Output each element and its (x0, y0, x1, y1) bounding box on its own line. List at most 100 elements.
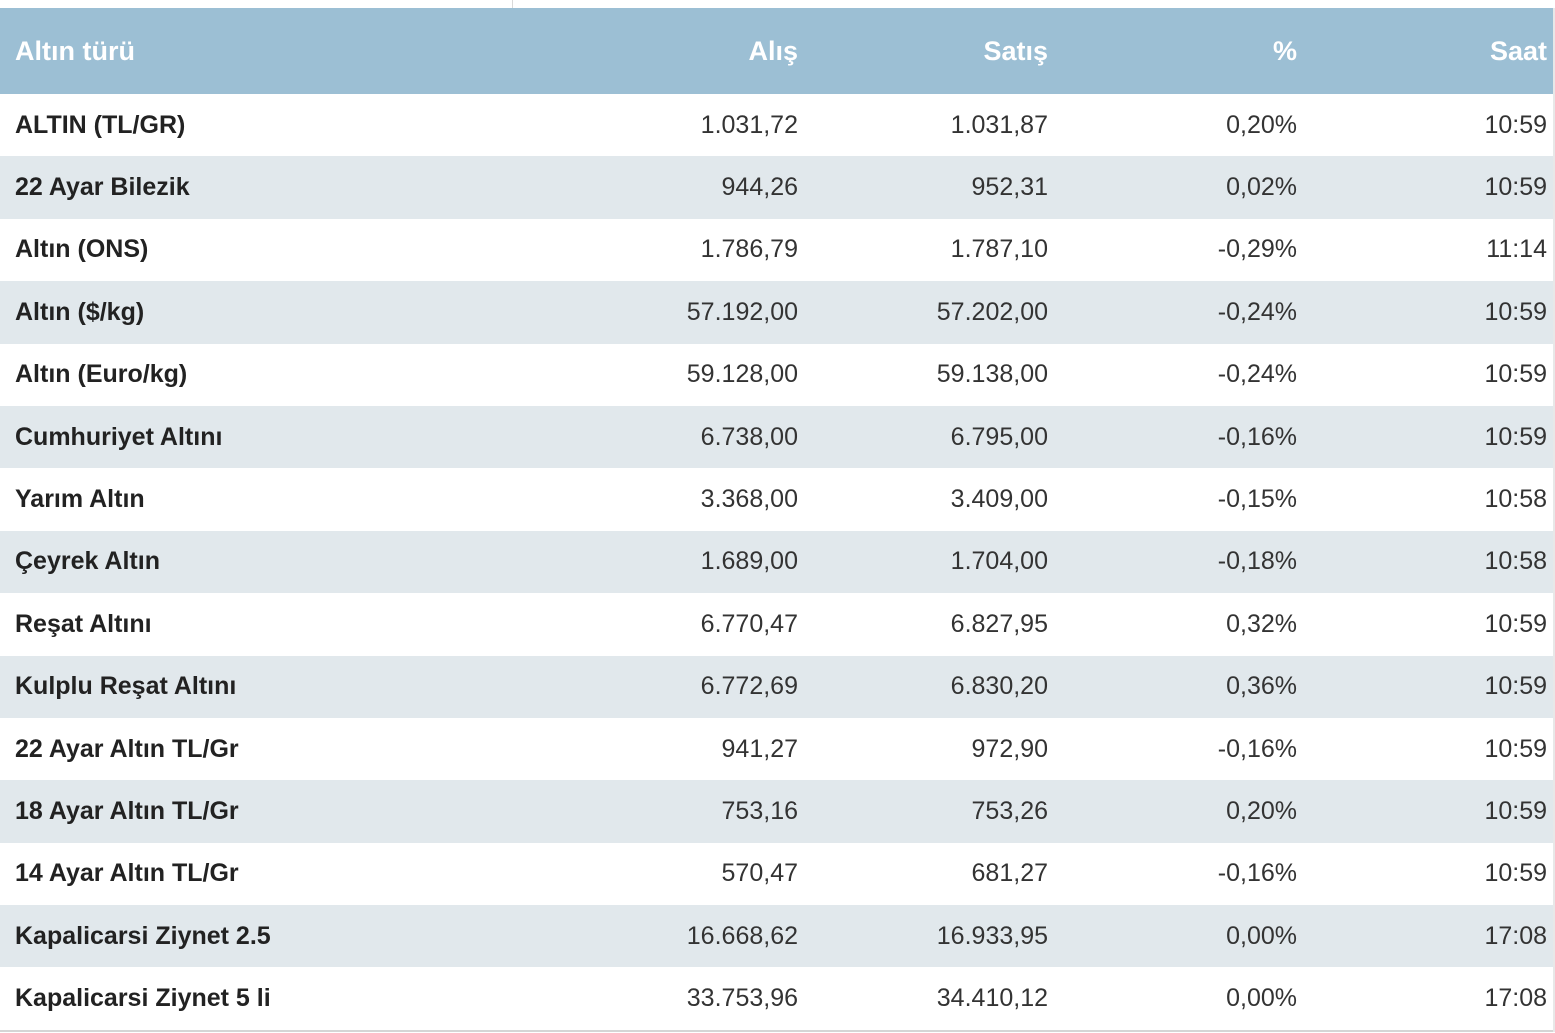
gold-type-cell: Kapalicarsi Ziynet 2.5 (15, 921, 271, 950)
gold-type-cell: Reşat Altını (15, 609, 152, 638)
time-cell: 17:08 (1484, 984, 1547, 1013)
top-divider (512, 0, 513, 8)
sell-price-cell: 1.704,00 (950, 547, 1048, 576)
gold-type-cell: Altın (ONS) (15, 235, 149, 264)
sell-price-cell: 59.138,00 (936, 360, 1048, 389)
gold-type-cell: Kapalicarsi Ziynet 5 li (15, 984, 271, 1013)
change-percent-cell: -0,16% (1217, 859, 1297, 888)
buy-price-cell: 1.031,72 (700, 110, 798, 139)
buy-price-cell: 16.668,62 (686, 921, 798, 950)
buy-price-cell: 753,16 (721, 796, 798, 825)
sell-price-cell: 952,31 (971, 173, 1048, 202)
sell-price-cell: 6.795,00 (950, 422, 1048, 451)
buy-price-cell: 6.770,47 (700, 609, 798, 638)
gold-type-cell: ALTIN (TL/GR) (15, 110, 186, 139)
change-percent-cell: -0,16% (1217, 734, 1297, 763)
time-cell: 10:59 (1484, 672, 1547, 701)
buy-price-cell: 1.689,00 (700, 547, 798, 576)
change-percent-cell: 0,36% (1226, 672, 1297, 701)
change-percent-cell: -0,16% (1217, 422, 1297, 451)
buy-price-cell: 6.772,69 (700, 672, 798, 701)
header-change[interactable]: % (1272, 35, 1297, 66)
table-row[interactable]: 22 Ayar Bilezik 944,26 952,31 0,02% 10:5… (0, 156, 1555, 219)
buy-price-cell: 1.786,79 (700, 235, 798, 264)
table-row[interactable]: Cumhuriyet Altını 6.738,00 6.795,00 -0,1… (0, 405, 1555, 469)
time-cell: 10:59 (1484, 360, 1547, 389)
table-right-edge (1553, 8, 1555, 1032)
buy-price-cell: 59.128,00 (686, 360, 798, 389)
sell-price-cell: 1.031,87 (950, 110, 1048, 139)
time-cell: 17:08 (1484, 921, 1547, 950)
change-percent-cell: 0,00% (1226, 921, 1297, 950)
table-row[interactable]: ALTIN (TL/GR) 1.031,72 1.031,87 0,20% 10… (0, 94, 1555, 157)
table-row[interactable]: 22 Ayar Altın TL/Gr 941,27 972,90 -0,16%… (0, 717, 1555, 781)
buy-price-cell: 6.738,00 (700, 422, 798, 451)
gold-type-cell: Çeyrek Altın (15, 547, 160, 576)
time-cell: 10:59 (1484, 734, 1547, 763)
gold-type-cell: 22 Ayar Altın TL/Gr (15, 734, 239, 763)
header-sell[interactable]: Satış (983, 35, 1048, 66)
table-body: ALTIN (TL/GR) 1.031,72 1.031,87 0,20% 10… (0, 94, 1555, 1030)
header-row: Altın türü Alış Satış % Saat (0, 8, 1555, 94)
gold-type-cell: 14 Ayar Altın TL/Gr (15, 859, 239, 888)
table-row[interactable]: Reşat Altını 6.770,47 6.827,95 0,32% 10:… (0, 593, 1555, 656)
table-bottom-border (0, 1030, 1553, 1032)
change-percent-cell: 0,02% (1226, 173, 1297, 202)
time-cell: 10:59 (1484, 796, 1547, 825)
time-cell: 10:58 (1484, 547, 1547, 576)
buy-price-cell: 33.753,96 (686, 984, 798, 1013)
sell-price-cell: 753,26 (971, 796, 1048, 825)
sell-price-cell: 681,27 (971, 859, 1048, 888)
header-buy[interactable]: Alış (748, 35, 798, 66)
buy-price-cell: 570,47 (721, 859, 798, 888)
sell-price-cell: 57.202,00 (936, 297, 1048, 326)
sell-price-cell: 6.830,20 (950, 672, 1048, 701)
sell-price-cell: 972,90 (971, 734, 1048, 763)
change-percent-cell: -0,29% (1217, 235, 1297, 264)
time-cell: 10:59 (1484, 422, 1547, 451)
table-header: Altın türü Alış Satış % Saat (0, 8, 1555, 94)
gold-type-cell: 22 Ayar Bilezik (15, 173, 190, 202)
gold-type-cell: Yarım Altın (15, 485, 145, 514)
buy-price-cell: 941,27 (721, 734, 798, 763)
change-percent-cell: -0,18% (1217, 547, 1297, 576)
table-row[interactable]: 18 Ayar Altın TL/Gr 753,16 753,26 0,20% … (0, 780, 1555, 843)
change-percent-cell: -0,24% (1217, 297, 1297, 326)
table-row[interactable]: Altın (Euro/kg) 59.128,00 59.138,00 -0,2… (0, 343, 1555, 406)
time-cell: 10:59 (1484, 297, 1547, 326)
header-gold-type[interactable]: Altın türü (15, 35, 135, 66)
sell-price-cell: 6.827,95 (950, 609, 1048, 638)
table-row[interactable]: Altın ($/kg) 57.192,00 57.202,00 -0,24% … (0, 281, 1555, 344)
buy-price-cell: 57.192,00 (686, 297, 798, 326)
table-row[interactable]: Çeyrek Altın 1.689,00 1.704,00 -0,18% 10… (0, 530, 1555, 594)
change-percent-cell: 0,32% (1226, 609, 1297, 638)
header-time[interactable]: Saat (1489, 35, 1547, 66)
table-row[interactable]: 14 Ayar Altın TL/Gr 570,47 681,27 -0,16%… (0, 842, 1555, 906)
change-percent-cell: 0,20% (1226, 110, 1297, 139)
sell-price-cell: 16.933,95 (936, 921, 1048, 950)
table-row[interactable]: Kulplu Reşat Altını 6.772,69 6.830,20 0,… (0, 655, 1555, 718)
table-row[interactable]: Altın (ONS) 1.786,79 1.787,10 -0,29% 11:… (0, 218, 1555, 282)
time-cell: 10:59 (1484, 173, 1547, 202)
change-percent-cell: 0,20% (1226, 796, 1297, 825)
gold-type-cell: 18 Ayar Altın TL/Gr (15, 796, 239, 825)
time-cell: 11:14 (1486, 235, 1547, 264)
buy-price-cell: 3.368,00 (700, 485, 798, 514)
time-cell: 10:59 (1484, 859, 1547, 888)
gold-prices-table: Altın türü Alış Satış % Saat ALTIN (TL/G… (0, 8, 1555, 1030)
gold-type-cell: Kulplu Reşat Altını (15, 672, 237, 701)
sell-price-cell: 3.409,00 (950, 485, 1048, 514)
sell-price-cell: 34.410,12 (936, 984, 1048, 1013)
change-percent-cell: 0,00% (1226, 984, 1297, 1013)
change-percent-cell: -0,15% (1217, 485, 1297, 514)
sell-price-cell: 1.787,10 (950, 235, 1048, 264)
gold-type-cell: Altın (Euro/kg) (15, 360, 188, 389)
buy-price-cell: 944,26 (721, 173, 798, 202)
table-row[interactable]: Kapalicarsi Ziynet 2.5 16.668,62 16.933,… (0, 905, 1555, 968)
table-row[interactable]: Yarım Altın 3.368,00 3.409,00 -0,15% 10:… (0, 468, 1555, 531)
time-cell: 10:59 (1484, 110, 1547, 139)
time-cell: 10:58 (1484, 485, 1547, 514)
table-row[interactable]: Kapalicarsi Ziynet 5 li 33.753,96 34.410… (0, 967, 1555, 1030)
time-cell: 10:59 (1484, 609, 1547, 638)
